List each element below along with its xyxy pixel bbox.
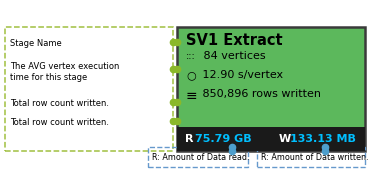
- Text: 133.13 MB: 133.13 MB: [290, 134, 356, 144]
- Bar: [148, 147, 248, 167]
- Text: 75.79 GB: 75.79 GB: [195, 134, 252, 144]
- Text: 12.90 s/vertex: 12.90 s/vertex: [199, 70, 283, 80]
- Text: W: W: [279, 134, 291, 144]
- Text: 850,896 rows written: 850,896 rows written: [199, 89, 321, 99]
- Bar: [177, 27, 365, 151]
- Bar: [5, 27, 173, 151]
- Text: R: Amount of Data written.: R: Amount of Data written.: [261, 152, 369, 162]
- Text: Total row count written.: Total row count written.: [10, 118, 109, 127]
- Text: SV1 Extract: SV1 Extract: [186, 33, 283, 48]
- Text: Total row count written.: Total row count written.: [10, 99, 109, 108]
- Bar: [177, 127, 365, 151]
- Bar: [257, 147, 365, 167]
- Text: :::: :::: [186, 51, 196, 61]
- Text: 84 vertices: 84 vertices: [200, 51, 266, 61]
- Text: R: Amount of Data read.: R: Amount of Data read.: [152, 152, 249, 162]
- Text: Stage Name: Stage Name: [10, 39, 62, 48]
- Text: ≡: ≡: [186, 89, 198, 103]
- Text: The AVG vertex execution
time for this stage: The AVG vertex execution time for this s…: [10, 62, 120, 82]
- Text: ○: ○: [186, 70, 196, 80]
- Text: R: R: [185, 134, 194, 144]
